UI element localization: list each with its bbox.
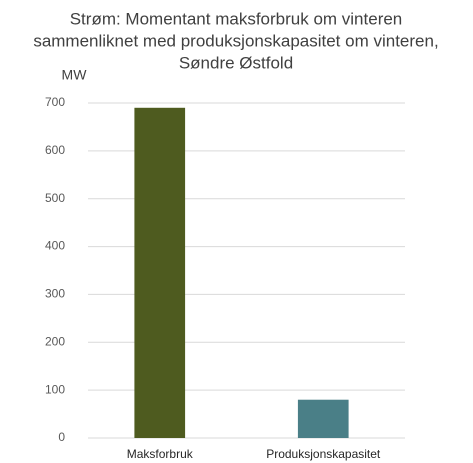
- chart-title: Strøm: Momentant maksforbruk om vinteren: [70, 9, 403, 28]
- y-tick-label: 500: [45, 191, 65, 205]
- chart-title: sammenliknet med produksjonskapasitet om…: [33, 31, 438, 50]
- chart-title: Søndre Østfold: [179, 53, 293, 72]
- y-axis-label: MW: [62, 67, 88, 83]
- y-tick-label: 200: [45, 334, 65, 348]
- y-tick-label: 400: [45, 239, 65, 253]
- bar: [134, 107, 186, 439]
- bar: [297, 399, 349, 438]
- y-tick-label: 600: [45, 143, 65, 157]
- x-tick-label: Produksjonskapasitet: [266, 447, 381, 461]
- x-tick-label: Maksforbruk: [127, 447, 194, 461]
- y-tick-label: 700: [45, 95, 65, 109]
- y-tick-label: 0: [58, 430, 65, 444]
- y-tick-label: 300: [45, 287, 65, 301]
- y-tick-label: 100: [45, 382, 65, 396]
